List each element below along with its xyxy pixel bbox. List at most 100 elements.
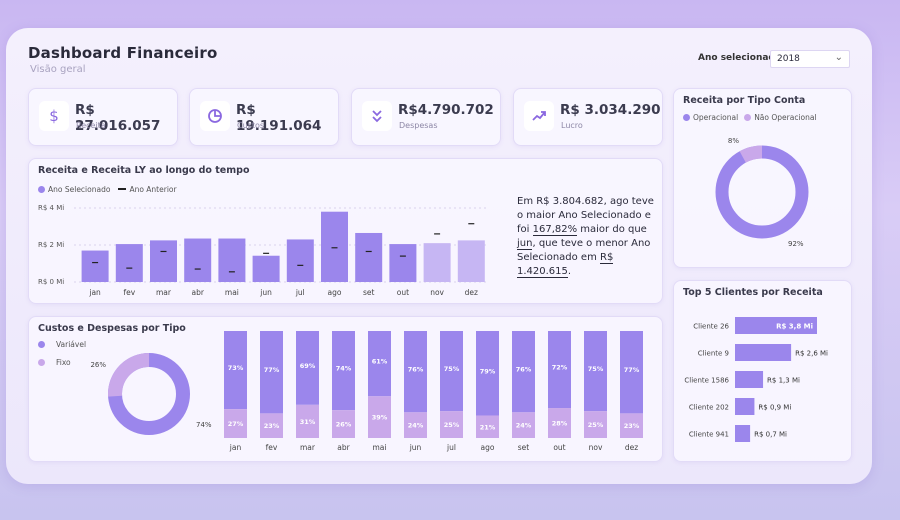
stack-variavel-abr <box>332 331 355 411</box>
pie-chart-icon <box>200 101 230 131</box>
stack-fixo-nov <box>584 411 607 438</box>
costs-legend-fixo: Fixo <box>38 358 71 367</box>
client-bar-1 <box>735 317 817 334</box>
costs-chart: 26% 74% 73% 27% jan 77% 23% fev 69% 31% mar 74% 26% a… <box>90 331 643 452</box>
kpi-label: Custos <box>237 121 265 130</box>
double-chevron-down-icon <box>362 101 392 131</box>
revenue-chart: jan fev mar abr mai jun jul ago set out nov dez <box>74 207 489 297</box>
bar-dez <box>457 240 485 282</box>
bar-set <box>355 232 383 282</box>
stack-label-fixo: 39% <box>372 414 388 422</box>
client-value-label: R$ 1,3 Mi <box>767 377 800 385</box>
client-bar-5 <box>735 425 751 442</box>
legend-dot <box>683 114 690 121</box>
stack-label-fixo: 28% <box>552 420 568 428</box>
stack-variavel-set <box>512 331 535 413</box>
legend-label: Operacional <box>693 113 739 122</box>
bar-nov <box>423 243 451 282</box>
stack-label-fixo: 25% <box>588 421 604 429</box>
x-tick-label: jun <box>409 443 422 452</box>
year-select-value: 2018 <box>777 54 800 64</box>
stack-variavel-fev <box>260 331 283 414</box>
stack-label-fixo: 24% <box>516 422 532 430</box>
kpi-card-receita: $ R$ 27.016.057 Receita <box>28 88 178 146</box>
stack-fixo-abr <box>332 410 355 438</box>
stack-label-fixo: 26% <box>336 421 352 429</box>
stack-fixo-jun <box>404 412 427 438</box>
client-value-label: R$ 0,7 Mi <box>754 431 787 439</box>
client-label: Cliente 202 <box>689 404 729 412</box>
stack-label-variavel: 77% <box>264 366 280 374</box>
stack-label-fixo: 21% <box>480 423 496 431</box>
stack-label-variavel: 75% <box>444 365 460 373</box>
stack-fixo-ago <box>476 415 499 438</box>
kpi-label: Despesas <box>399 121 438 130</box>
costs-legend-variavel: Variável <box>38 340 86 349</box>
x-tick-label: set <box>518 443 530 452</box>
stack-fixo-dez <box>620 413 643 438</box>
stack-fixo-fev <box>260 413 283 438</box>
bar-jan <box>81 250 109 282</box>
stack-variavel-jul <box>440 331 463 412</box>
legend-item-current: Ano Selecionado <box>38 185 110 194</box>
x-tick-label: jan <box>229 443 242 452</box>
legend-label: Ano Anterior <box>129 185 177 194</box>
stack-label-variavel: 69% <box>300 362 316 370</box>
bar-mar <box>150 240 177 282</box>
stack-fixo-mar <box>296 404 319 438</box>
insight-pct: 167,82% <box>532 224 578 236</box>
x-tick-label: mar <box>300 443 316 452</box>
x-tick-label: set <box>363 288 375 297</box>
x-tick-label: nov <box>589 443 603 452</box>
client-label: Cliente 941 <box>689 431 729 439</box>
insight-part: . <box>567 266 572 277</box>
year-select[interactable]: 2018 ⌄ <box>770 50 850 68</box>
legend-dot <box>38 186 45 193</box>
donut-label-operacional: 92% <box>788 240 804 248</box>
client-label: Cliente 26 <box>693 323 729 331</box>
dollar-icon: $ <box>39 101 69 131</box>
x-tick-label: mar <box>156 288 172 297</box>
client-value-label: R$ 2,6 Mi <box>795 350 828 358</box>
x-tick-label: fev <box>123 288 135 297</box>
stack-label-variavel: 76% <box>516 366 532 374</box>
donut-operacional <box>715 145 809 239</box>
stack-fixo-jul <box>440 411 463 438</box>
kpi-label: Receita <box>76 121 106 130</box>
client-label: Cliente 1586 <box>684 377 729 385</box>
insight-part: maior do que <box>577 224 647 235</box>
stack-label-variavel: 72% <box>552 364 568 372</box>
stack-label-variavel: 76% <box>408 366 424 374</box>
x-tick-label: out <box>397 288 409 297</box>
kpi-card-custos: R$ 19.191.064 Custos <box>189 88 339 146</box>
kpi-value: R$ 3.034.290 <box>560 102 661 118</box>
legend-item-nao-operacional: Não Operacional <box>744 113 817 122</box>
insight-part: Em R$ 3.804.682, ago teve o maior Ano Se… <box>517 196 654 235</box>
donut-label-variavel: 74% <box>196 421 212 429</box>
bar-jun <box>252 255 280 282</box>
client-label: Cliente 9 <box>698 350 729 358</box>
x-tick-label: mai <box>373 443 387 452</box>
revenue-chart-title: Receita e Receita LY ao longo do tempo <box>38 165 250 176</box>
chevron-down-icon: ⌄ <box>834 52 843 63</box>
client-bar-4 <box>735 398 755 415</box>
stack-variavel-jun <box>404 331 427 413</box>
stack-variavel-mai <box>368 331 391 397</box>
insight-month: jun <box>517 238 533 250</box>
page-title: Dashboard Financeiro <box>28 44 218 62</box>
insight-text: Em R$ 3.804.682, ago teve o maior Ano Se… <box>517 195 655 279</box>
stack-fixo-set <box>512 412 535 438</box>
account-donut: 8% 92% <box>715 137 809 248</box>
stack-fixo-jan <box>224 409 247 438</box>
stack-label-variavel: 73% <box>228 364 244 372</box>
x-tick-label: dez <box>465 288 478 297</box>
stack-label-fixo: 31% <box>300 418 316 426</box>
stack-label-fixo: 27% <box>228 420 244 428</box>
donut-nao-operacional <box>715 145 809 239</box>
y-tick-label: R$ 4 Mi <box>38 204 65 212</box>
legend-label: Não Operacional <box>754 113 817 122</box>
x-tick-label: ago <box>328 288 342 297</box>
x-tick-label: jul <box>295 288 305 297</box>
stack-label-variavel: 79% <box>480 367 496 375</box>
stack-label-variavel: 75% <box>588 365 604 373</box>
